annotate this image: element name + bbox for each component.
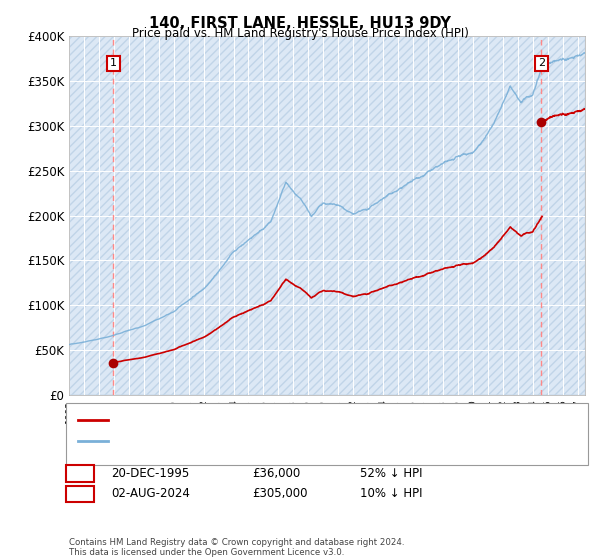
Text: Contains HM Land Registry data © Crown copyright and database right 2024.
This d: Contains HM Land Registry data © Crown c… — [69, 538, 404, 557]
Text: 2: 2 — [76, 487, 83, 501]
Text: 1: 1 — [110, 58, 117, 68]
Text: £36,000: £36,000 — [252, 466, 300, 480]
Text: 20-DEC-1995: 20-DEC-1995 — [111, 466, 189, 480]
Text: 140, FIRST LANE, HESSLE, HU13 9DY: 140, FIRST LANE, HESSLE, HU13 9DY — [149, 16, 451, 31]
Text: 140, FIRST LANE, HESSLE, HU13 9DY (detached house): 140, FIRST LANE, HESSLE, HU13 9DY (detac… — [114, 415, 400, 425]
Text: 2: 2 — [538, 58, 545, 68]
Text: £305,000: £305,000 — [252, 487, 308, 501]
Text: 52% ↓ HPI: 52% ↓ HPI — [360, 466, 422, 480]
Text: 10% ↓ HPI: 10% ↓ HPI — [360, 487, 422, 501]
Text: Price paid vs. HM Land Registry's House Price Index (HPI): Price paid vs. HM Land Registry's House … — [131, 27, 469, 40]
Text: 1: 1 — [76, 466, 83, 480]
Text: HPI: Average price, detached house, East Riding of Yorkshire: HPI: Average price, detached house, East… — [114, 436, 430, 446]
Text: 02-AUG-2024: 02-AUG-2024 — [111, 487, 190, 501]
